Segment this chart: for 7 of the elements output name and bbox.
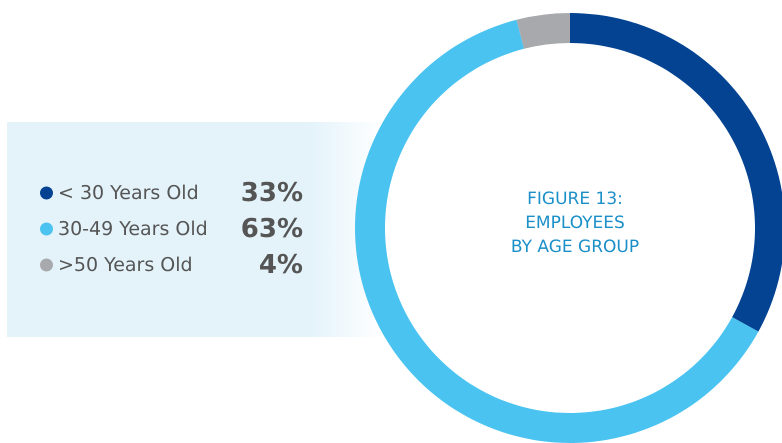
text: FIGURE 13: EMPLOYEES BY AGE GROUP (510, 189, 640, 257)
data-label: 4% (258, 250, 303, 280)
legend-label: 30-49 Years Old (58, 218, 208, 240)
legend-label: >50 Years Old (58, 254, 193, 276)
data-label: 33% (240, 178, 303, 208)
legend-label: < 30 Years Old (58, 182, 199, 204)
data-label: 63% (240, 214, 303, 244)
